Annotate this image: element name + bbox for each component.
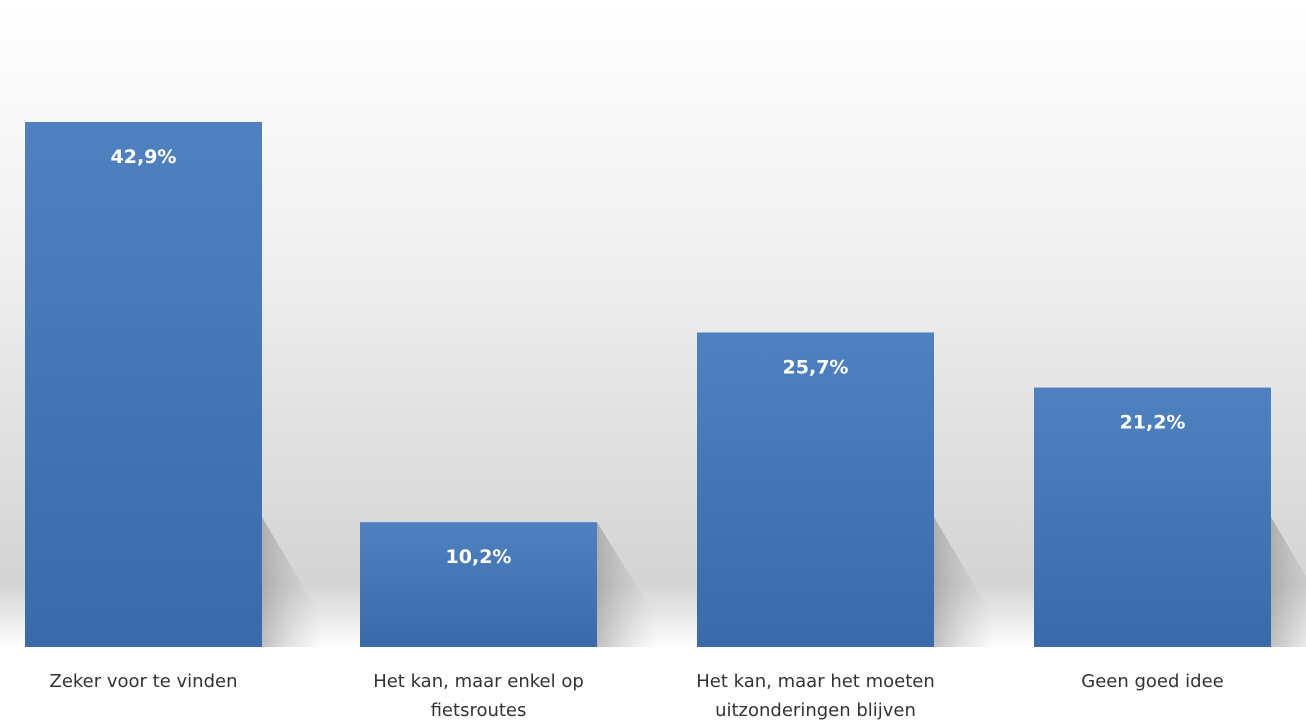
- bar-shadow: [934, 517, 994, 647]
- bar: [25, 122, 262, 647]
- category-label: Het kan, maar enkel op fietsroutes: [373, 671, 584, 721]
- bar: [697, 332, 934, 647]
- bar-value-label: 21,2%: [1120, 412, 1186, 434]
- bar-shadow: [1271, 517, 1306, 647]
- bar-value-label: 10,2%: [446, 546, 512, 568]
- bar-shadow: [597, 522, 657, 647]
- bar: [1034, 387, 1271, 647]
- category-label-line: Het kan, maar het moeten: [696, 671, 935, 692]
- category-label-line: Het kan, maar enkel op: [373, 671, 584, 692]
- bars: [25, 122, 1271, 647]
- category-labels: Zeker voor te vinden Het kan, maar enkel …: [49, 671, 1223, 721]
- category-label: Het kan, maar het moeten uitzonderingen b…: [696, 671, 935, 721]
- category-label: Geen goed idee: [1081, 671, 1223, 692]
- bar-value-label: 25,7%: [783, 356, 849, 378]
- bar-value-label: 42,9%: [111, 146, 177, 168]
- bar: [360, 522, 597, 647]
- bar-shadow: [262, 517, 322, 647]
- category-label-line: Geen goed idee: [1081, 671, 1223, 692]
- category-label-line: uitzonderingen blijven: [715, 700, 916, 721]
- category-label-line: fietsroutes: [431, 700, 527, 721]
- category-label: Zeker voor te vinden: [49, 671, 237, 692]
- bar-shadows: [262, 517, 1306, 647]
- value-labels: 42,9% 10,2% 25,7% 21,2%: [111, 146, 1186, 568]
- category-label-line: Zeker voor te vinden: [49, 671, 237, 692]
